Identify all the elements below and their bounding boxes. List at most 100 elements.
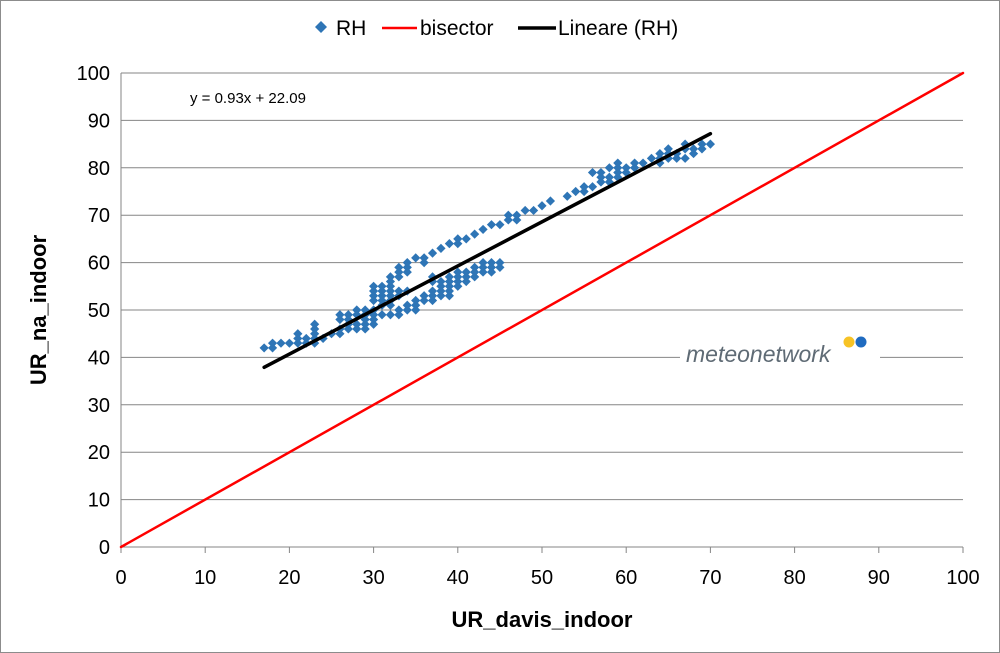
rh-data-point	[571, 186, 581, 197]
rh-data-point	[630, 158, 640, 168]
logo-dot-blue	[855, 336, 867, 348]
rh-data-point	[343, 310, 353, 320]
rh-data-point	[579, 182, 589, 192]
rh-data-point	[512, 210, 522, 220]
rh-data-point	[394, 262, 404, 272]
rh-data-point	[335, 310, 345, 320]
rh-data-point	[470, 267, 480, 277]
x-tick-labels: 0 10 20 30 40 50 60 70 80 90 100	[115, 547, 980, 589]
rh-data-point	[461, 272, 471, 282]
rh-data-point	[402, 258, 412, 268]
rh-data-point	[495, 220, 505, 230]
x-axis-title: UR_davis_indoor	[452, 607, 633, 632]
y-tick-label: 40	[88, 347, 110, 369]
rh-data-point	[436, 243, 446, 253]
rh-data-point	[377, 291, 387, 301]
rh-data-point	[503, 210, 513, 220]
rh-data-point	[385, 286, 396, 296]
rh-data-point	[596, 177, 606, 187]
legend-rh-marker	[315, 21, 327, 33]
rh-data-point	[453, 239, 463, 249]
rh-data-point	[470, 229, 480, 239]
rh-data-point	[335, 314, 345, 325]
rh-data-point	[369, 310, 379, 320]
rh-data-point	[293, 329, 303, 339]
rh-data-point	[419, 253, 429, 263]
rh-data-point	[604, 177, 614, 187]
rh-data-point	[427, 291, 438, 301]
rh-data-point	[486, 267, 497, 277]
rh-data-point	[646, 153, 657, 163]
rh-data-point	[310, 324, 320, 334]
rh-data-point	[478, 258, 488, 268]
rh-data-point	[427, 286, 438, 296]
rh-data-point	[486, 220, 497, 230]
rh-data-point	[419, 291, 429, 301]
rh-data-point	[444, 281, 454, 291]
rh-data-point	[402, 267, 412, 277]
rh-data-point	[604, 163, 614, 173]
rh-data-point	[486, 262, 497, 272]
y-tick-label: 50	[88, 300, 110, 322]
y-tick-label: 90	[88, 110, 110, 132]
rh-data-point	[587, 182, 598, 192]
bisector-series	[119, 71, 965, 549]
rh-data-point	[436, 281, 446, 291]
rh-data-point	[705, 139, 715, 149]
rh-data-point	[503, 215, 513, 225]
legend-bisector-label: bisector	[420, 17, 494, 40]
rh-data-point	[621, 163, 631, 173]
rh-data-point	[377, 295, 387, 306]
rh-data-point	[444, 291, 454, 301]
y-tick-label: 100	[77, 63, 110, 85]
rh-data-point	[369, 319, 379, 329]
logo-text: meteonetwork	[686, 341, 832, 367]
rh-data-point	[343, 324, 353, 334]
rh-data-point	[259, 343, 269, 353]
rh-data-point	[385, 310, 396, 320]
meteonetwork-logo: meteonetwork	[680, 335, 880, 369]
rh-data-point	[419, 258, 429, 268]
rh-data-point	[301, 333, 311, 344]
rh-data-point	[369, 286, 379, 296]
rh-data-point	[419, 295, 429, 306]
rh-data-point	[436, 286, 446, 296]
rh-data-point	[385, 272, 396, 282]
rh-data-point	[385, 276, 396, 287]
rh-data-point	[596, 167, 606, 178]
rh-data-point	[377, 310, 387, 320]
rh-data-point	[411, 295, 421, 306]
rh-data-point	[369, 291, 379, 301]
rh-data-point	[293, 333, 303, 344]
rh-data-point	[394, 286, 404, 296]
rh-data-point	[579, 186, 589, 197]
rh-data-point	[478, 267, 488, 277]
rh-data-point	[495, 262, 505, 272]
rh-data-point	[436, 276, 446, 287]
rh-data-point	[630, 163, 640, 173]
rh-data-point	[461, 234, 471, 244]
rh-data-point	[453, 276, 463, 287]
y-tick-label: 10	[88, 490, 110, 512]
rh-data-point	[528, 205, 539, 216]
y-tick-label: 70	[88, 205, 110, 227]
rh-data-point	[688, 148, 699, 159]
rh-data-point	[486, 258, 497, 268]
rh-data-point	[613, 167, 623, 178]
rh-data-point	[680, 153, 690, 163]
x-tick-label: 60	[615, 567, 637, 589]
rh-data-point	[562, 191, 572, 201]
rh-data-point	[284, 338, 294, 348]
rh-data-point	[444, 276, 454, 287]
rh-data-point	[495, 258, 505, 268]
rh-data-point	[537, 201, 547, 211]
rh-data-point	[453, 267, 463, 277]
x-tick-label: 90	[868, 567, 890, 589]
rh-data-point	[411, 305, 421, 315]
rh-data-point	[343, 314, 353, 325]
y-tick-label: 0	[99, 537, 110, 559]
rh-data-point	[461, 267, 471, 277]
rh-data-point	[478, 262, 488, 272]
x-tick-label: 100	[946, 567, 979, 589]
